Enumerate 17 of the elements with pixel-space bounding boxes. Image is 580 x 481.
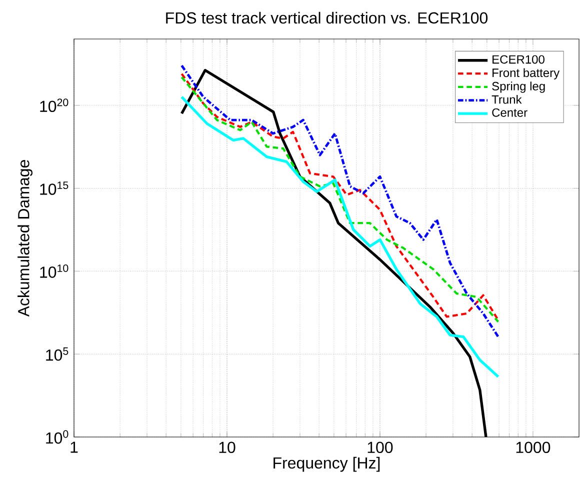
legend-label: ECER100: [492, 55, 544, 64]
y-tick-label: 10$^{5}$: [46, 347, 68, 361]
legend-label: Trunk: [492, 94, 522, 104]
x-tick-label: 100: [368, 442, 393, 454]
legend-label: Spring leg: [492, 82, 545, 93]
y-tick-label: 10$^{15}$: [40, 182, 68, 195]
y-axis-title: Ackumulated Damage: [18, 160, 32, 317]
chart-title: FDS test track vertical direction vs. ECER100: [166, 12, 488, 24]
y-tick-label: 10$^{10}$: [40, 264, 68, 278]
x-tick-label: 10: [219, 442, 236, 454]
y-tick-label: 10$^{0}$: [46, 430, 68, 444]
legend-label: Front battery: [492, 68, 560, 80]
legend-label: Center: [492, 108, 528, 117]
y-tick-label: 10$^{20}$: [40, 98, 68, 112]
x-axis-title: Frequency [Hz]: [274, 456, 380, 472]
x-tick-label: 1000: [516, 442, 550, 454]
x-tick-label: 1: [70, 442, 78, 453]
